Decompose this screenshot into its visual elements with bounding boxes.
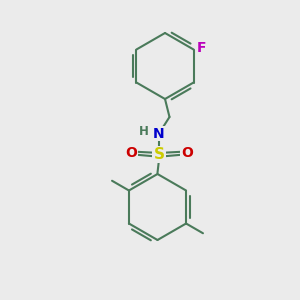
Text: O: O [181, 146, 193, 160]
Text: S: S [154, 147, 164, 162]
Text: N: N [153, 127, 165, 140]
Text: O: O [125, 146, 137, 160]
Text: F: F [196, 41, 206, 55]
Text: H: H [139, 124, 148, 138]
